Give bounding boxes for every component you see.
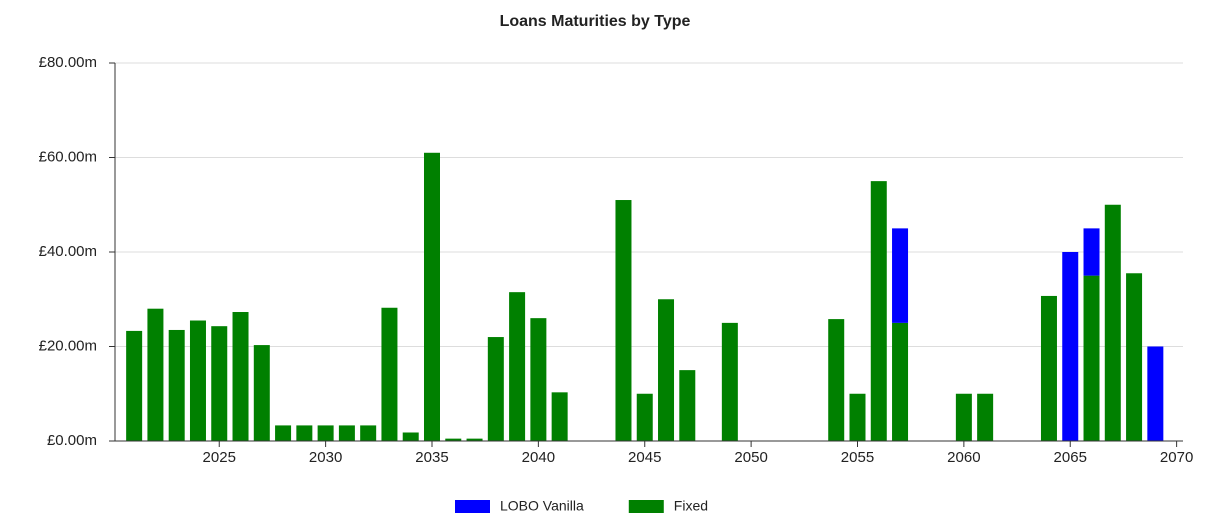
bar — [509, 292, 526, 441]
x-tick-label: 2060 — [947, 449, 980, 466]
legend-swatch — [455, 500, 490, 513]
bar — [1083, 275, 1100, 441]
bar — [338, 425, 355, 441]
bar — [253, 345, 270, 441]
y-tick-label: £20.00m — [39, 337, 97, 354]
bar — [360, 425, 377, 441]
chart-title: Loans Maturities by Type — [500, 13, 691, 30]
bar — [551, 392, 568, 441]
bar — [466, 438, 483, 441]
bar — [1083, 228, 1100, 276]
bar — [402, 432, 419, 441]
bar — [275, 425, 292, 441]
bar — [445, 438, 462, 441]
bar — [487, 337, 504, 441]
x-tick-label: 2065 — [1054, 449, 1087, 466]
x-tick-label: 2070 — [1160, 449, 1193, 466]
bar — [892, 322, 909, 441]
x-tick-label: 2025 — [203, 449, 236, 466]
legend-label: LOBO Vanilla — [500, 498, 584, 514]
bar — [1126, 273, 1143, 441]
bar — [955, 393, 972, 441]
bar — [636, 393, 653, 441]
y-tick-label: £80.00m — [39, 54, 97, 71]
bar — [1062, 252, 1079, 441]
bar — [828, 319, 845, 441]
bar — [658, 299, 675, 441]
bar — [232, 312, 249, 441]
bar — [126, 330, 143, 441]
bar — [1104, 204, 1121, 441]
y-tick-label: £40.00m — [39, 243, 97, 260]
bar — [147, 308, 164, 441]
y-tick-label: £60.00m — [39, 148, 97, 165]
bar — [849, 393, 866, 441]
bar — [296, 425, 313, 441]
bar — [977, 393, 994, 441]
x-tick-label: 2035 — [415, 449, 448, 466]
bar — [1040, 295, 1057, 441]
x-tick-label: 2045 — [628, 449, 661, 466]
bar — [381, 307, 398, 441]
bar — [317, 425, 334, 441]
x-tick-label: 2040 — [522, 449, 555, 466]
x-tick-label: 2030 — [309, 449, 342, 466]
bar — [530, 318, 547, 441]
legend-swatch — [628, 500, 664, 513]
bar — [211, 326, 228, 441]
bar — [721, 322, 738, 441]
bar — [870, 181, 887, 441]
x-tick-label: 2055 — [841, 449, 874, 466]
bar — [168, 329, 185, 441]
legend-label: Fixed — [674, 498, 708, 514]
y-tick-label: £0.00m — [47, 432, 97, 449]
bar — [615, 200, 632, 441]
bar — [423, 152, 440, 441]
bar — [1147, 346, 1164, 441]
bar — [892, 228, 909, 323]
bar — [189, 320, 206, 441]
x-tick-label: 2050 — [734, 449, 767, 466]
bar — [679, 370, 696, 441]
